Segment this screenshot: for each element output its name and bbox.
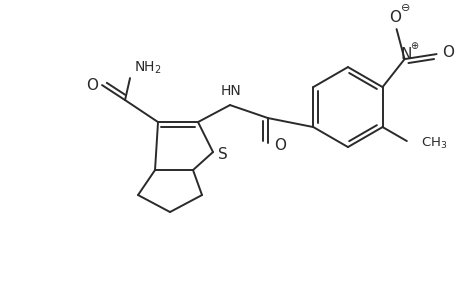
Text: S: S <box>218 147 227 162</box>
Text: O: O <box>274 138 285 153</box>
Text: O: O <box>442 45 453 60</box>
Text: CH$_3$: CH$_3$ <box>420 136 446 151</box>
Text: N: N <box>400 46 411 62</box>
Text: $\oplus$: $\oplus$ <box>409 40 418 51</box>
Text: O: O <box>86 78 98 93</box>
Text: NH$_2$: NH$_2$ <box>134 60 162 76</box>
Text: O: O <box>389 10 401 25</box>
Text: $\ominus$: $\ominus$ <box>399 2 410 13</box>
Text: HN: HN <box>220 84 241 98</box>
